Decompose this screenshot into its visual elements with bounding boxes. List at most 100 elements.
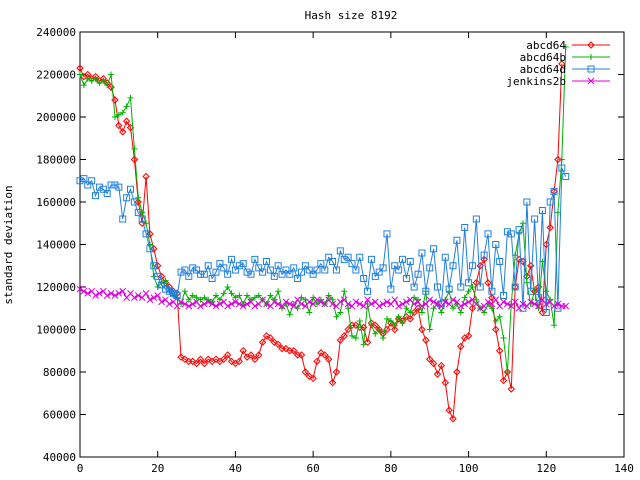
data-point bbox=[500, 335, 507, 341]
data-point bbox=[200, 270, 208, 278]
data-point bbox=[150, 262, 158, 270]
data-point bbox=[266, 266, 274, 274]
y-tick-label: 180000 bbox=[36, 154, 76, 167]
data-point bbox=[306, 309, 313, 316]
data-point bbox=[131, 145, 138, 152]
data-point bbox=[395, 302, 402, 310]
data-point bbox=[262, 332, 271, 340]
data-point bbox=[410, 308, 418, 317]
data-point bbox=[457, 302, 465, 310]
data-point bbox=[100, 77, 107, 84]
data-point bbox=[107, 83, 115, 91]
data-point bbox=[103, 292, 111, 299]
data-point bbox=[465, 298, 472, 306]
x-tick-label: 140 bbox=[614, 462, 634, 475]
data-point bbox=[119, 128, 127, 136]
data-point bbox=[251, 294, 258, 301]
data-point bbox=[484, 230, 492, 238]
data-point bbox=[84, 181, 92, 189]
data-point bbox=[461, 224, 469, 231]
data-point bbox=[321, 351, 329, 359]
data-point bbox=[531, 215, 539, 223]
data-point bbox=[558, 60, 566, 68]
x-tick-label: 20 bbox=[151, 462, 164, 475]
data-point bbox=[130, 155, 139, 164]
data-point bbox=[297, 268, 305, 276]
data-point bbox=[468, 304, 477, 312]
data-point bbox=[150, 273, 157, 280]
data-point bbox=[472, 279, 481, 287]
data-point bbox=[402, 275, 410, 282]
data-point bbox=[313, 357, 321, 366]
data-point bbox=[134, 292, 142, 299]
data-point bbox=[127, 94, 134, 101]
data-point bbox=[468, 262, 476, 270]
data-point bbox=[418, 302, 426, 310]
data-point bbox=[274, 340, 282, 349]
data-point bbox=[527, 298, 535, 306]
data-point bbox=[286, 300, 294, 308]
legend-label: jenkins2b bbox=[506, 75, 566, 88]
data-point bbox=[550, 302, 558, 310]
data-point bbox=[224, 270, 232, 278]
data-point bbox=[450, 305, 457, 312]
data-point bbox=[150, 245, 158, 253]
data-point bbox=[154, 284, 161, 290]
data-point bbox=[523, 279, 530, 286]
data-point bbox=[546, 223, 554, 232]
data-point bbox=[259, 268, 267, 276]
data-point bbox=[197, 302, 204, 310]
data-point bbox=[227, 357, 236, 366]
data-point bbox=[441, 253, 449, 261]
data-point bbox=[228, 300, 235, 308]
data-point bbox=[542, 309, 550, 316]
data-point bbox=[189, 292, 196, 299]
data-point bbox=[368, 322, 375, 329]
data-point bbox=[251, 255, 259, 263]
data-point bbox=[286, 270, 294, 278]
data-point bbox=[383, 230, 391, 238]
data-point bbox=[107, 290, 115, 297]
data-point bbox=[305, 298, 313, 306]
data-point bbox=[88, 177, 96, 185]
data-point bbox=[587, 65, 595, 73]
data-point bbox=[138, 215, 146, 223]
data-point bbox=[189, 300, 197, 308]
data-point bbox=[446, 288, 453, 295]
data-point bbox=[193, 266, 201, 274]
data-point bbox=[92, 192, 100, 200]
data-point bbox=[367, 255, 375, 263]
data-point bbox=[476, 304, 484, 312]
data-point bbox=[360, 341, 367, 348]
data-point bbox=[158, 298, 165, 306]
data-point bbox=[341, 288, 348, 295]
data-point bbox=[235, 357, 244, 366]
x-tick-label: 80 bbox=[384, 462, 397, 475]
data-point bbox=[220, 355, 228, 363]
chart-title: Hash size 8192 bbox=[305, 9, 398, 22]
data-point bbox=[336, 336, 345, 344]
data-point bbox=[399, 255, 407, 263]
data-point bbox=[395, 313, 402, 320]
data-point bbox=[422, 287, 430, 295]
data-point bbox=[154, 262, 162, 270]
data-point bbox=[535, 294, 543, 302]
data-point bbox=[142, 230, 150, 238]
data-point bbox=[290, 302, 298, 310]
data-point bbox=[328, 378, 337, 387]
data-point bbox=[239, 347, 247, 355]
data-point bbox=[235, 300, 243, 308]
data-point bbox=[523, 198, 531, 206]
data-point bbox=[258, 338, 267, 346]
data-point bbox=[208, 275, 216, 282]
data-point bbox=[519, 304, 527, 312]
data-point bbox=[356, 300, 364, 308]
data-point bbox=[410, 283, 418, 291]
data-point bbox=[391, 262, 399, 270]
x-tick-label: 60 bbox=[307, 462, 320, 475]
data-point bbox=[437, 361, 446, 370]
data-point bbox=[224, 302, 232, 310]
data-point bbox=[104, 82, 111, 89]
data-point bbox=[92, 75, 99, 82]
data-point bbox=[438, 309, 445, 316]
